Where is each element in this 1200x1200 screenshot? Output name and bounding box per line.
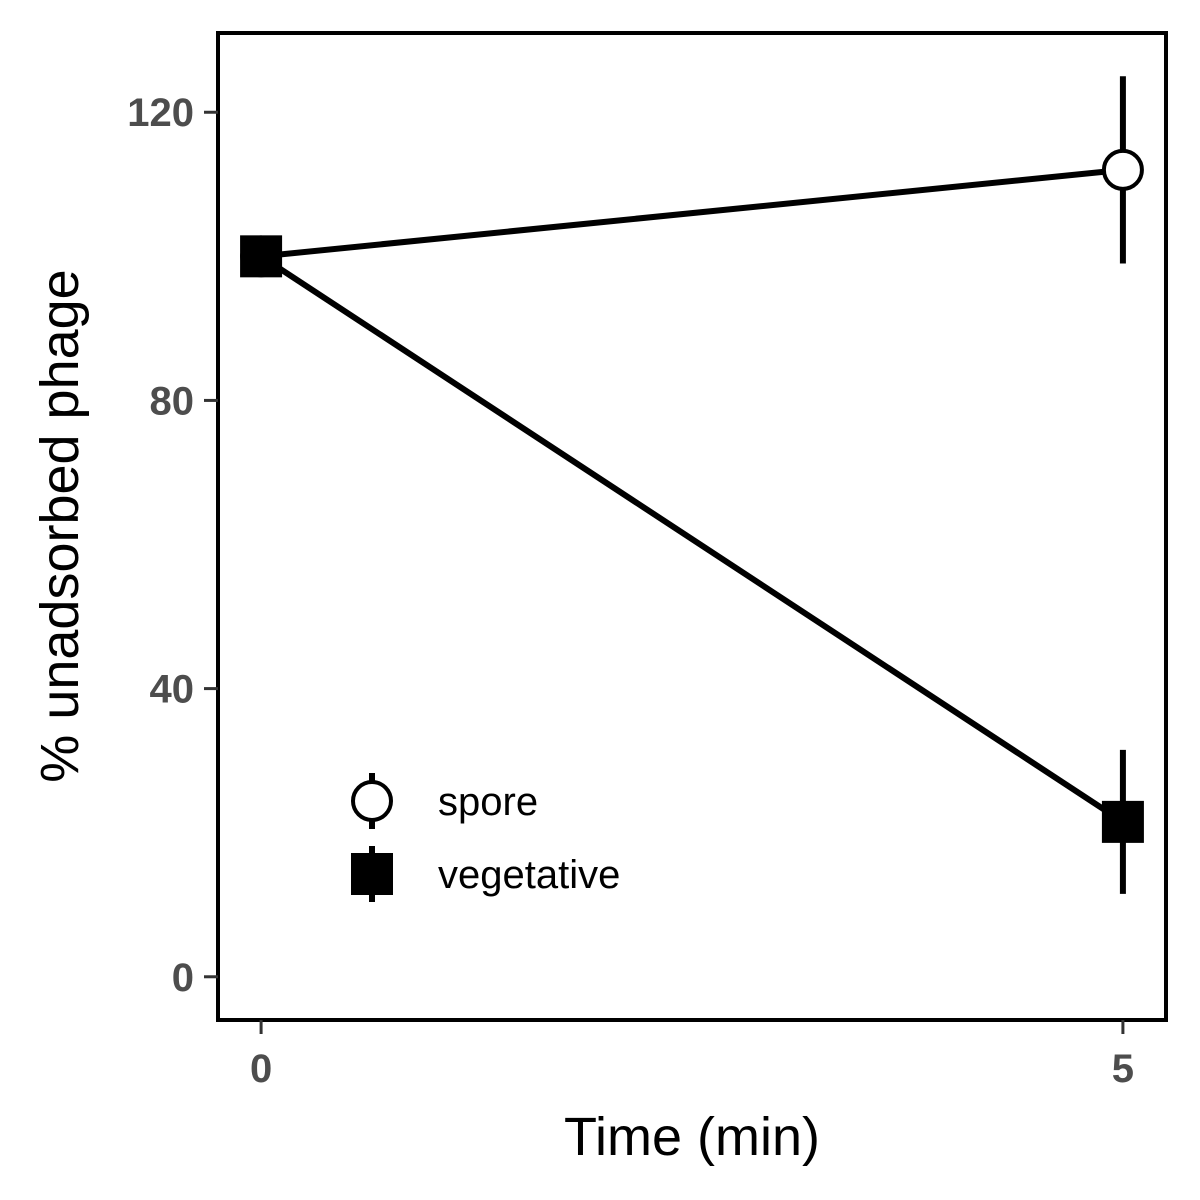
- x-axis-title: Time (min): [564, 1107, 820, 1167]
- y-tick-label: 80: [150, 379, 195, 423]
- x-tick-label: 0: [250, 1047, 272, 1091]
- x-tick-label: 5: [1112, 1047, 1134, 1091]
- data-point-vegetative: [240, 235, 283, 278]
- y-axis-title: % unadsorbed phage: [30, 269, 90, 782]
- series-line-spore: [260, 166, 1124, 260]
- legend-key-spore: [351, 780, 393, 822]
- y-tick-label: 40: [150, 668, 195, 712]
- y-tick-label: 0: [172, 956, 194, 1000]
- legend-label-spore: spore: [438, 780, 538, 824]
- data-point-spore: [1101, 148, 1144, 191]
- legend-label-vegetative: vegetative: [438, 853, 620, 897]
- data-points: [240, 148, 1144, 843]
- legend-key-vegetative: [351, 853, 393, 895]
- series-line-vegetative: [259, 253, 1125, 825]
- y-tick-label: 120: [127, 91, 194, 135]
- plot-panel: [216, 31, 1168, 1022]
- legend: spore vegetative: [351, 773, 620, 902]
- y-axis-ticks: 0 40 80 120: [127, 91, 218, 1000]
- data-point-vegetative: [1101, 800, 1144, 843]
- series-lines: [259, 166, 1125, 825]
